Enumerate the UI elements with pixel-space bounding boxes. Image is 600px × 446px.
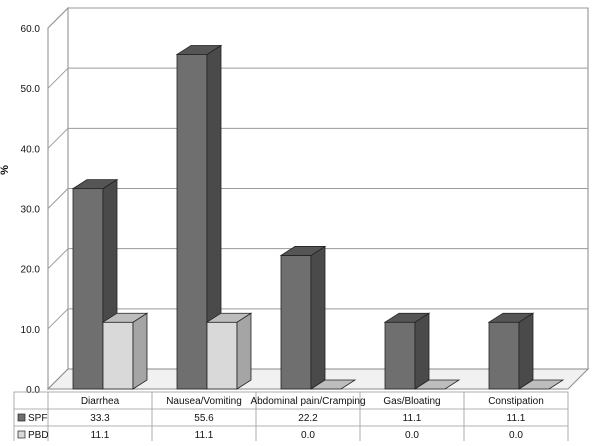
data-label: 11.1 xyxy=(195,430,214,441)
legend-label: SPF xyxy=(28,413,47,424)
bar-spf-4 xyxy=(487,312,535,390)
gridline-side xyxy=(47,188,69,209)
bar-front xyxy=(384,321,416,390)
bar-top xyxy=(383,312,431,323)
data-label: 11.1 xyxy=(403,413,422,424)
bar-pbd-4 xyxy=(517,379,565,390)
bar-spf-3 xyxy=(383,312,431,390)
bar-front xyxy=(206,321,238,390)
y-tick-label: 20.0 xyxy=(21,265,41,276)
bar-spf-1 xyxy=(175,44,223,390)
y-tick-label: 30.0 xyxy=(21,205,41,216)
bar-side xyxy=(236,312,252,390)
legend-swatch xyxy=(17,430,26,439)
data-label: 11.1 xyxy=(507,413,526,424)
y-tick-label: 0.0 xyxy=(26,385,40,396)
bar-top xyxy=(101,312,149,323)
bar-side xyxy=(132,312,148,390)
x-tick-label: Gas/Bloating xyxy=(383,396,440,407)
data-label: 22.2 xyxy=(298,413,318,424)
data-label: 0.0 xyxy=(509,430,523,441)
legend-label: PBD xyxy=(28,430,49,441)
bar-top xyxy=(487,312,535,323)
bar-pbd-1 xyxy=(205,312,253,390)
bar-spf-0 xyxy=(71,178,119,390)
gridline-side xyxy=(47,308,69,330)
gridline-side xyxy=(47,248,69,270)
gridline-side xyxy=(47,67,69,89)
bar-top xyxy=(205,312,253,323)
bar-front xyxy=(102,321,134,390)
bar-top xyxy=(175,45,223,55)
bar-top xyxy=(71,179,119,190)
bar-spf-2 xyxy=(279,245,327,390)
bar-side xyxy=(518,312,534,390)
x-tick-label: Diarrhea xyxy=(81,396,120,407)
bar-side xyxy=(414,312,430,390)
y-tick-label: 50.0 xyxy=(21,84,41,95)
data-label: 33.3 xyxy=(90,413,110,424)
bar-front xyxy=(488,321,520,390)
data-label: 0.0 xyxy=(301,430,315,441)
data-label: 11.1 xyxy=(91,430,110,441)
x-tick-label: Constipation xyxy=(488,396,544,407)
bar-pbd-3 xyxy=(413,379,461,390)
bar-front xyxy=(280,255,312,390)
bar-top xyxy=(309,379,357,390)
gridline-side xyxy=(47,7,69,29)
y-tick-label: 10.0 xyxy=(21,325,41,336)
data-label: 55.6 xyxy=(194,413,214,424)
x-tick-label: Abdominal pain/Cramping xyxy=(250,396,365,407)
bar-pbd-0 xyxy=(101,312,149,390)
bar-side xyxy=(310,245,326,390)
legend-swatch xyxy=(17,413,26,422)
y-tick-label: 60.0 xyxy=(21,24,41,35)
bar-pbd-2 xyxy=(309,379,357,390)
y-axis-label: % xyxy=(0,165,11,175)
bar-top xyxy=(413,379,461,390)
gridline-side xyxy=(47,127,69,149)
x-tick-label: Nausea/Vomiting xyxy=(166,396,242,407)
bar-front xyxy=(176,54,208,390)
bar-top xyxy=(517,379,565,390)
data-label: 0.0 xyxy=(405,430,419,441)
y-tick-label: 40.0 xyxy=(21,144,41,155)
bar-top xyxy=(279,246,327,256)
bar-front xyxy=(72,188,104,390)
